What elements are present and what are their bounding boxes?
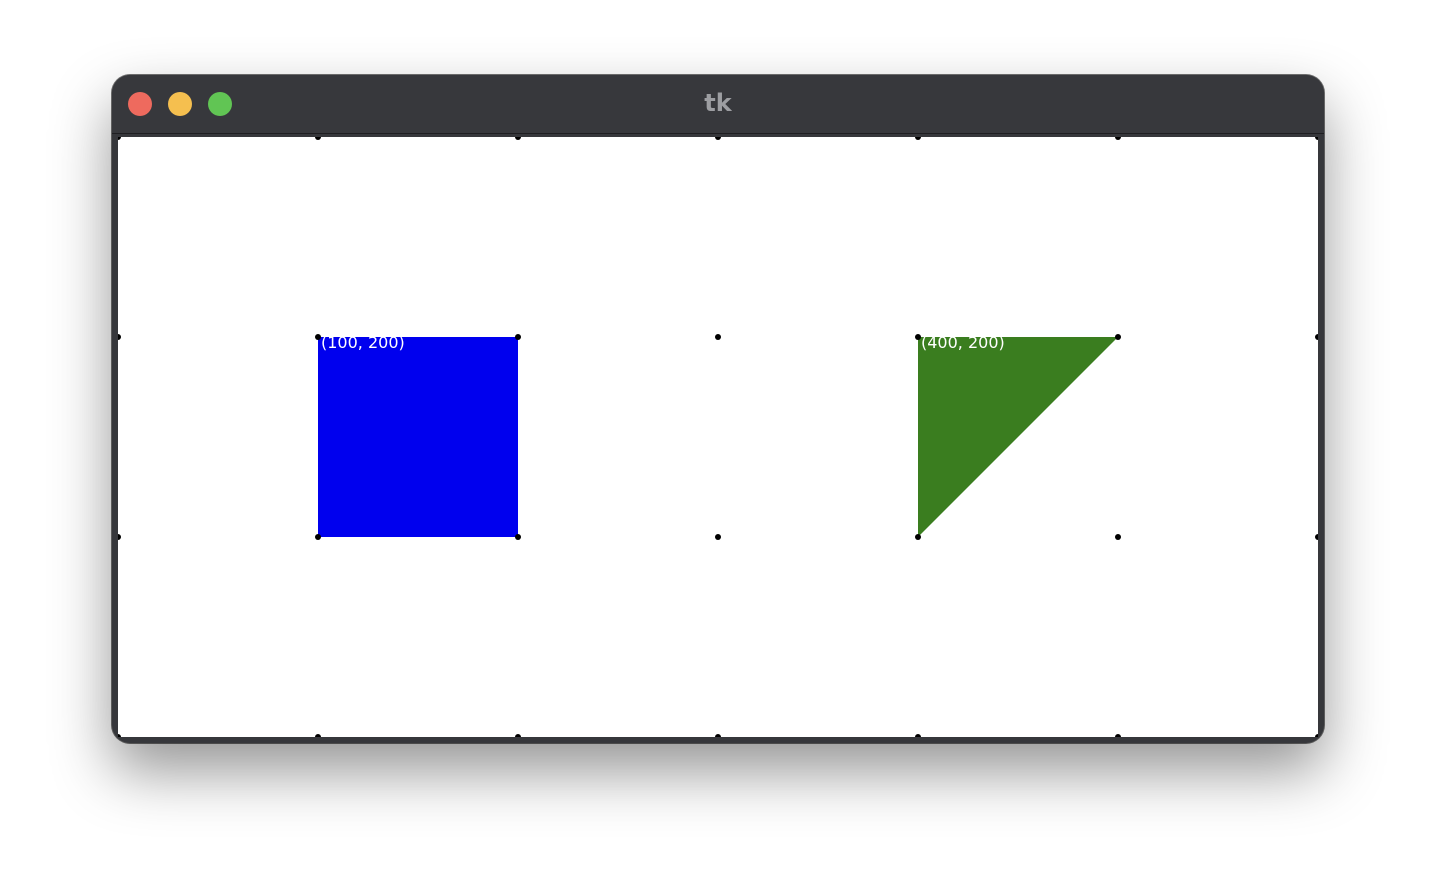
grid-point [1115,137,1121,140]
grid-point [915,534,921,540]
grid-point [1115,734,1121,737]
grid-point [1315,334,1318,340]
grid-point [118,334,121,340]
grid-point [715,734,721,737]
triangle-shape[interactable] [918,337,1118,537]
grid-point [1315,137,1318,140]
close-button[interactable] [128,92,152,116]
title-bar[interactable]: tk [112,75,1324,134]
triangle-coordinate-label: (400, 200) [921,333,1005,352]
grid-point [715,137,721,140]
grid-point [515,534,521,540]
grid-point [118,137,121,140]
grid-point [915,734,921,737]
grid-point [915,334,921,340]
grid-point [118,534,121,540]
grid-point [1315,534,1318,540]
drawing-canvas[interactable]: (100, 200) (400, 200) [118,137,1318,737]
grid-point [715,334,721,340]
grid-point [515,734,521,737]
grid-point [118,734,121,737]
zoom-button[interactable] [208,92,232,116]
minimize-button[interactable] [168,92,192,116]
grid-point [515,334,521,340]
grid-point [1315,734,1318,737]
grid-point [915,137,921,140]
grid-point [315,137,321,140]
grid-point [715,534,721,540]
grid-point [315,534,321,540]
grid-point [315,334,321,340]
grid-point [515,137,521,140]
square-coordinate-label: (100, 200) [321,333,405,352]
grid-point [1115,334,1121,340]
window-title: tk [704,89,732,117]
grid-point [1115,534,1121,540]
square-shape[interactable] [318,337,518,537]
grid-point [315,734,321,737]
canvas-drawing [118,137,1318,737]
app-window: tk (100, 200) (400, 200) [112,75,1324,743]
